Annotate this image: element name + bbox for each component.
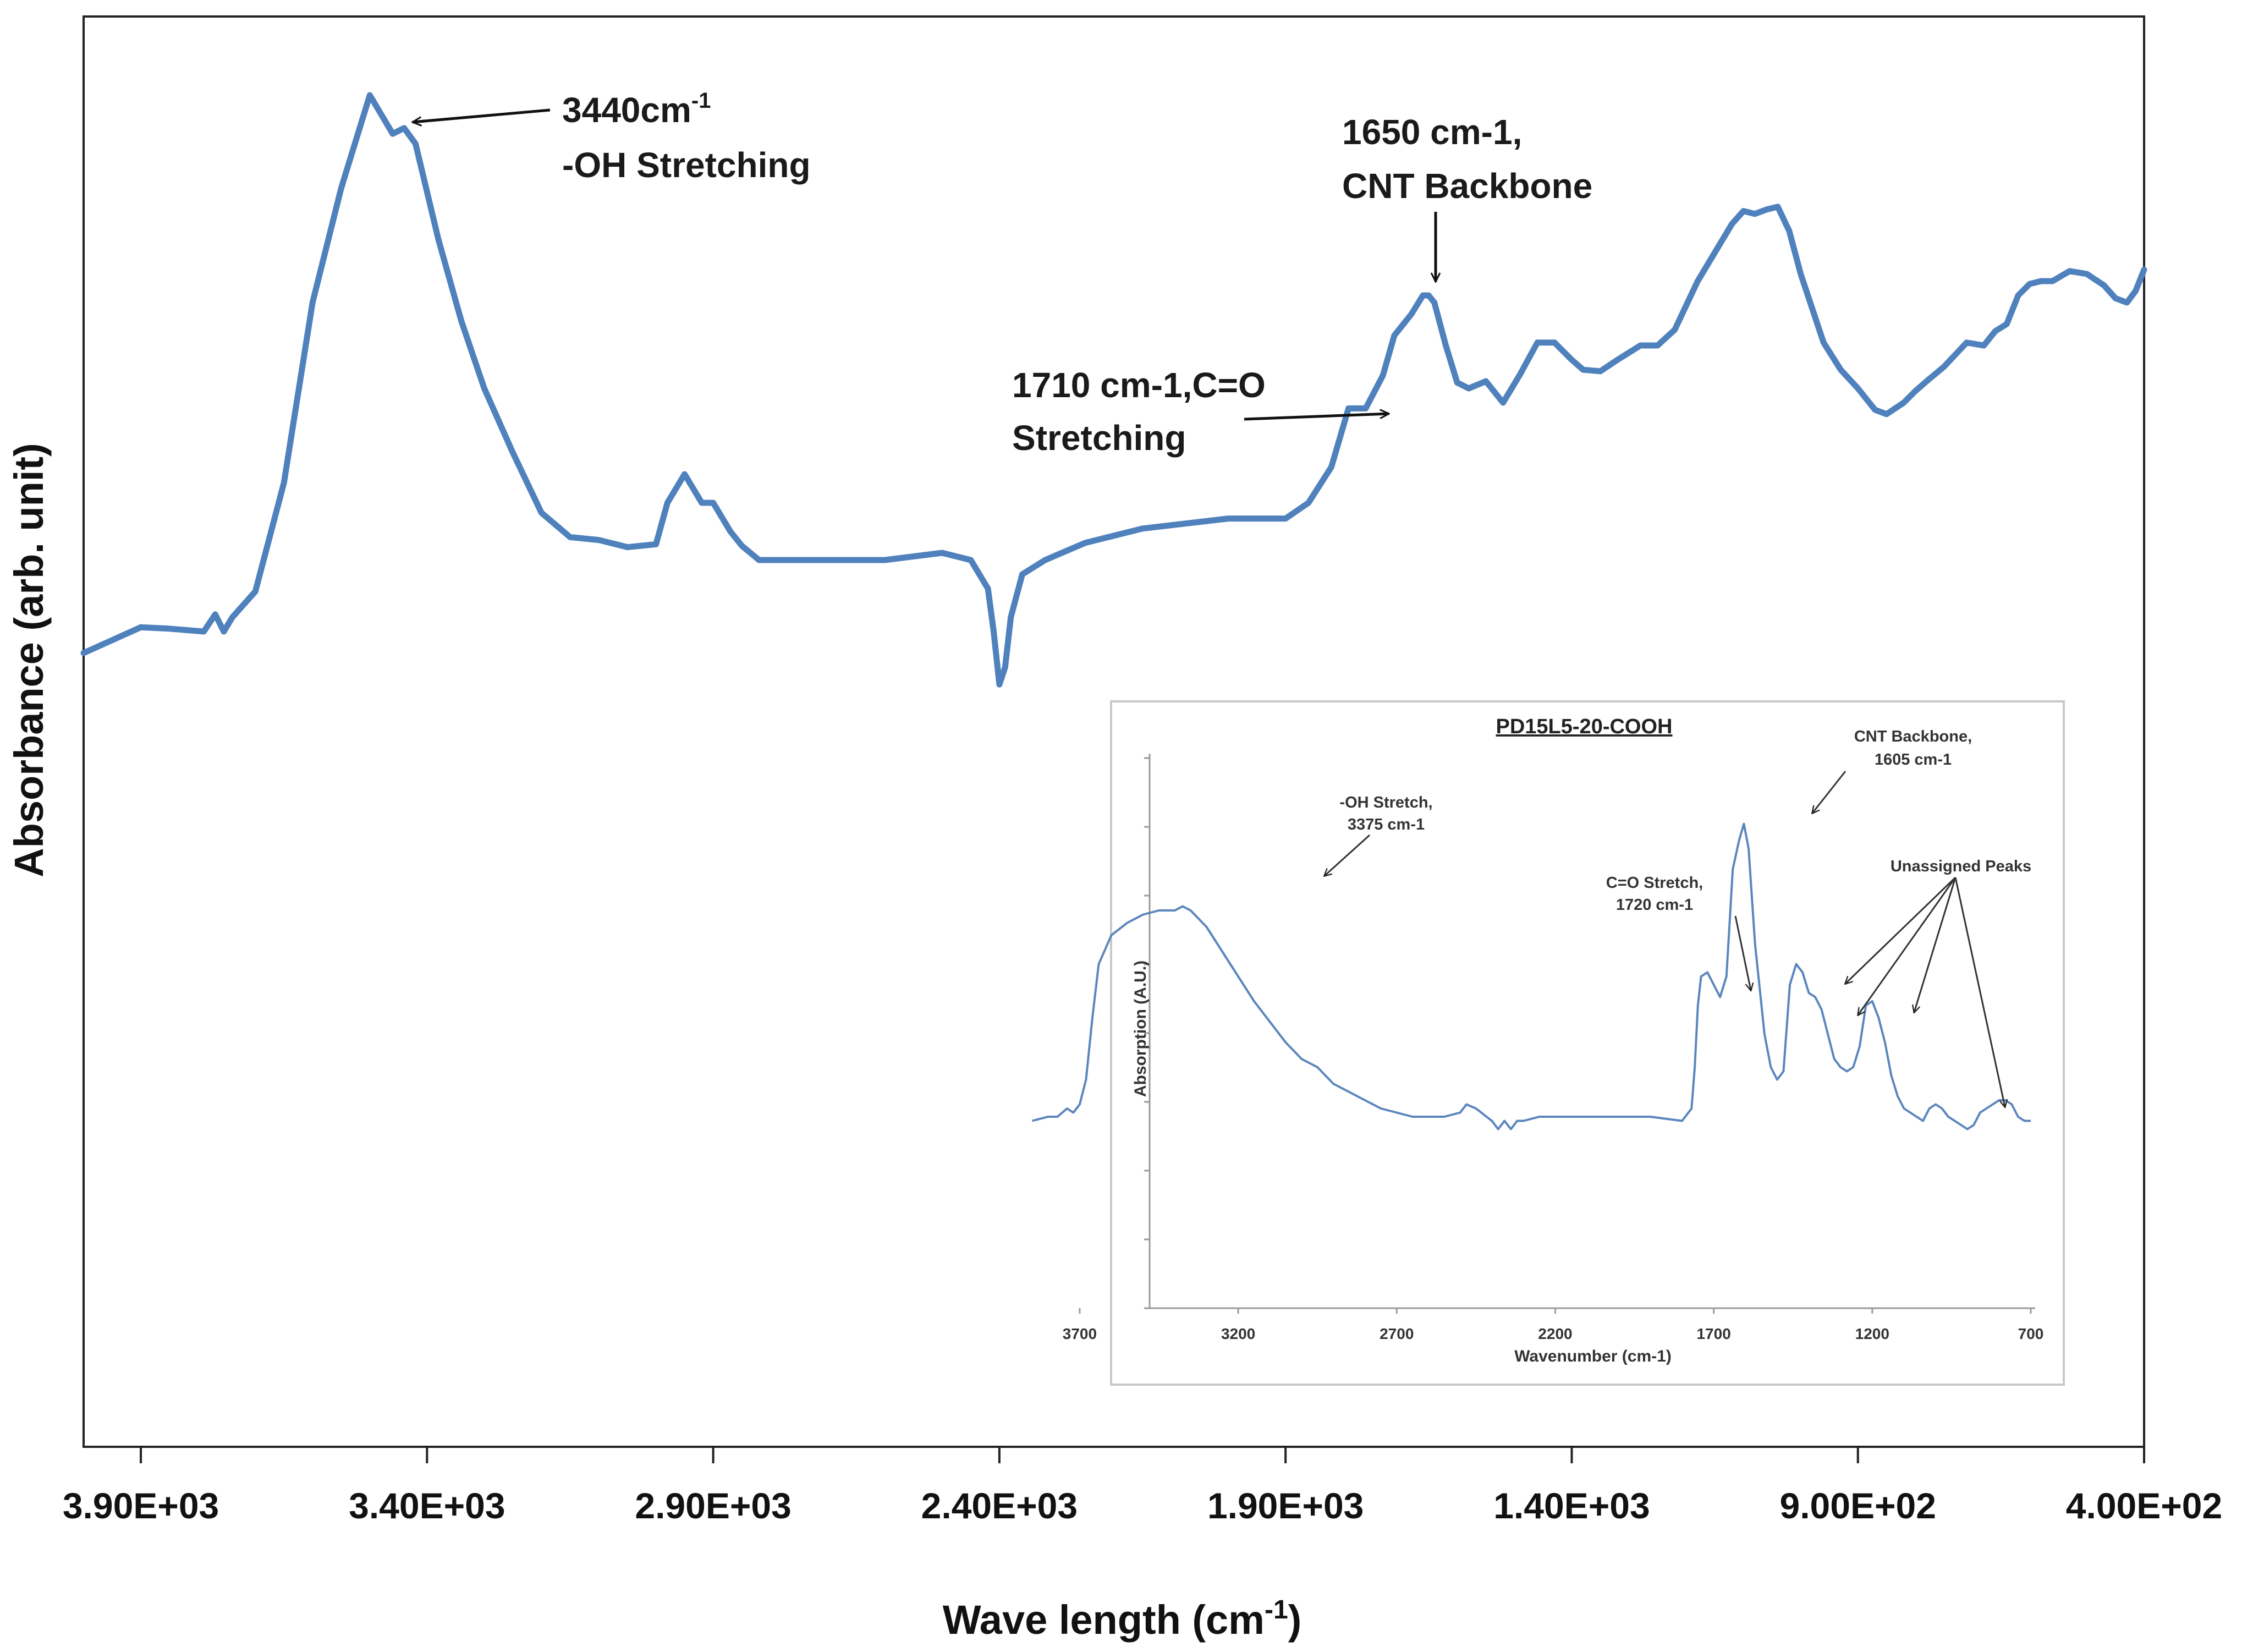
annotation-text-oh-2: -OH Stretching	[562, 145, 811, 185]
x-axis-tick-label-7: 4.00E+02	[2066, 1485, 2222, 1526]
annotation-arrow-oh	[413, 108, 551, 122]
inset-x-axis-tick-label-6: 700	[2018, 1325, 2044, 1342]
inset-x-axis-tick-label-4: 1700	[1696, 1325, 1730, 1342]
annotation-cnt-backbone: 1650 cm-1, CNT Backbone	[1342, 112, 1592, 282]
inset-annotation-oh-1: -OH Stretch,	[1339, 794, 1432, 811]
inset-annotation-co-1: C=O Stretch,	[1606, 874, 1703, 892]
x-axis-tick-label-2: 2.90E+03	[635, 1485, 791, 1526]
inset-x-axis-tick-label-2: 2700	[1380, 1325, 1414, 1342]
inset-annotation-unassigned: Unassigned Peaks	[1845, 858, 2031, 1107]
annotation-text-co-2: Stretching	[1012, 418, 1186, 458]
inset-chart: 3700 3200 2700 2200 1700 1200 700 PD15L5-20-CO…	[1031, 700, 2065, 1386]
x-axis-tick-label-0: 3.90E+03	[63, 1485, 219, 1526]
inset-arrow-unassigned-1	[1845, 876, 1957, 984]
annotation-text-cnt-2: CNT Backbone	[1342, 166, 1592, 206]
x-axis-label: Wave length (cm-1)	[943, 1595, 1302, 1643]
x-axis-tick-label-6: 9.00E+02	[1780, 1485, 1936, 1526]
annotation-arrow-co	[1244, 414, 1389, 421]
annotation-text-oh-1: 3440cm	[562, 90, 691, 130]
inset-arrow-cnt	[1812, 771, 1847, 813]
inset-x-axis-tick-label-0: 3700	[1063, 1325, 1097, 1342]
annotation-text-oh-sup: -1	[691, 89, 711, 113]
annotation-oh-stretching: 3440cm-1 -OH Stretching	[413, 89, 811, 185]
inset-annotation-oh: -OH Stretch, 3375 cm-1	[1325, 794, 1433, 876]
x-axis-tick-label-5: 1.40E+03	[1493, 1485, 1650, 1526]
inset-spectrum-line	[1031, 822, 2031, 1130]
inset-annotation-co-2: 1720 cm-1	[1616, 896, 1693, 914]
main-spectrum-line	[80, 92, 2147, 688]
inset-annotation-unassigned-text: Unassigned Peaks	[1891, 858, 2031, 875]
plot-frame	[83, 15, 2145, 1448]
inset-title: PD15L5-20-COOH	[1496, 715, 1673, 738]
inset-annotation-cnt: CNT Backbone, 1605 cm-1	[1812, 728, 1972, 813]
inset-annotation-cnt-1: CNT Backbone,	[1854, 728, 1972, 745]
inset-annotation-cnt-2: 1605 cm-1	[1875, 751, 1952, 769]
x-axis-ticks: 3.90E+03 3.40E+03 2.90E+03 2.40E+03 1.90E+03…	[63, 1447, 2222, 1526]
x-axis-tick-label-4: 1.90E+03	[1207, 1485, 1364, 1526]
main-chart: 3.90E+03 3.40E+03 2.90E+03 2.40E+03 1.90E+03…	[6, 15, 2222, 1643]
inset-annotation-co: C=O Stretch, 1720 cm-1	[1606, 874, 1751, 990]
inset-x-ticks: 3700 3200 2700 2200 1700 1200 700	[1063, 1308, 2044, 1342]
inset-x-axis-tick-label-5: 1200	[1855, 1325, 1889, 1342]
annotation-text-co-1: 1710 cm-1,C=O	[1012, 365, 1266, 405]
x-axis-tick-label-1: 3.40E+03	[349, 1485, 505, 1526]
inset-annotation-oh-2: 3375 cm-1	[1348, 816, 1425, 833]
inset-x-axis-tick-label-3: 2200	[1538, 1325, 1572, 1342]
inset-frame	[1110, 700, 2065, 1386]
y-axis-label: Absorbance (arb. unit)	[6, 443, 52, 877]
inset-x-axis-tick-label-1: 3200	[1221, 1325, 1255, 1342]
inset-x-axis-label: Wavenumber (cm-1)	[1514, 1347, 1672, 1365]
annotation-co-stretching: 1710 cm-1,C=O Stretching	[1012, 365, 1389, 458]
svg-text:3440cm-1: 3440cm-1	[562, 89, 711, 130]
inset-arrow-unassigned-3	[1914, 877, 1957, 1012]
annotation-text-cnt-1: 1650 cm-1,	[1342, 112, 1522, 152]
inset-arrow-unassigned-2	[1858, 877, 1957, 1015]
inset-arrow-co	[1734, 915, 1751, 990]
inset-arrow-unassigned-4	[1954, 877, 2005, 1107]
inset-y-axis-label: Absorption (A.U.)	[1131, 961, 1150, 1097]
x-axis-tick-label-3: 2.40E+03	[921, 1485, 1078, 1526]
inset-y-ticks	[1144, 757, 1150, 1309]
inset-arrow-oh	[1325, 834, 1371, 876]
